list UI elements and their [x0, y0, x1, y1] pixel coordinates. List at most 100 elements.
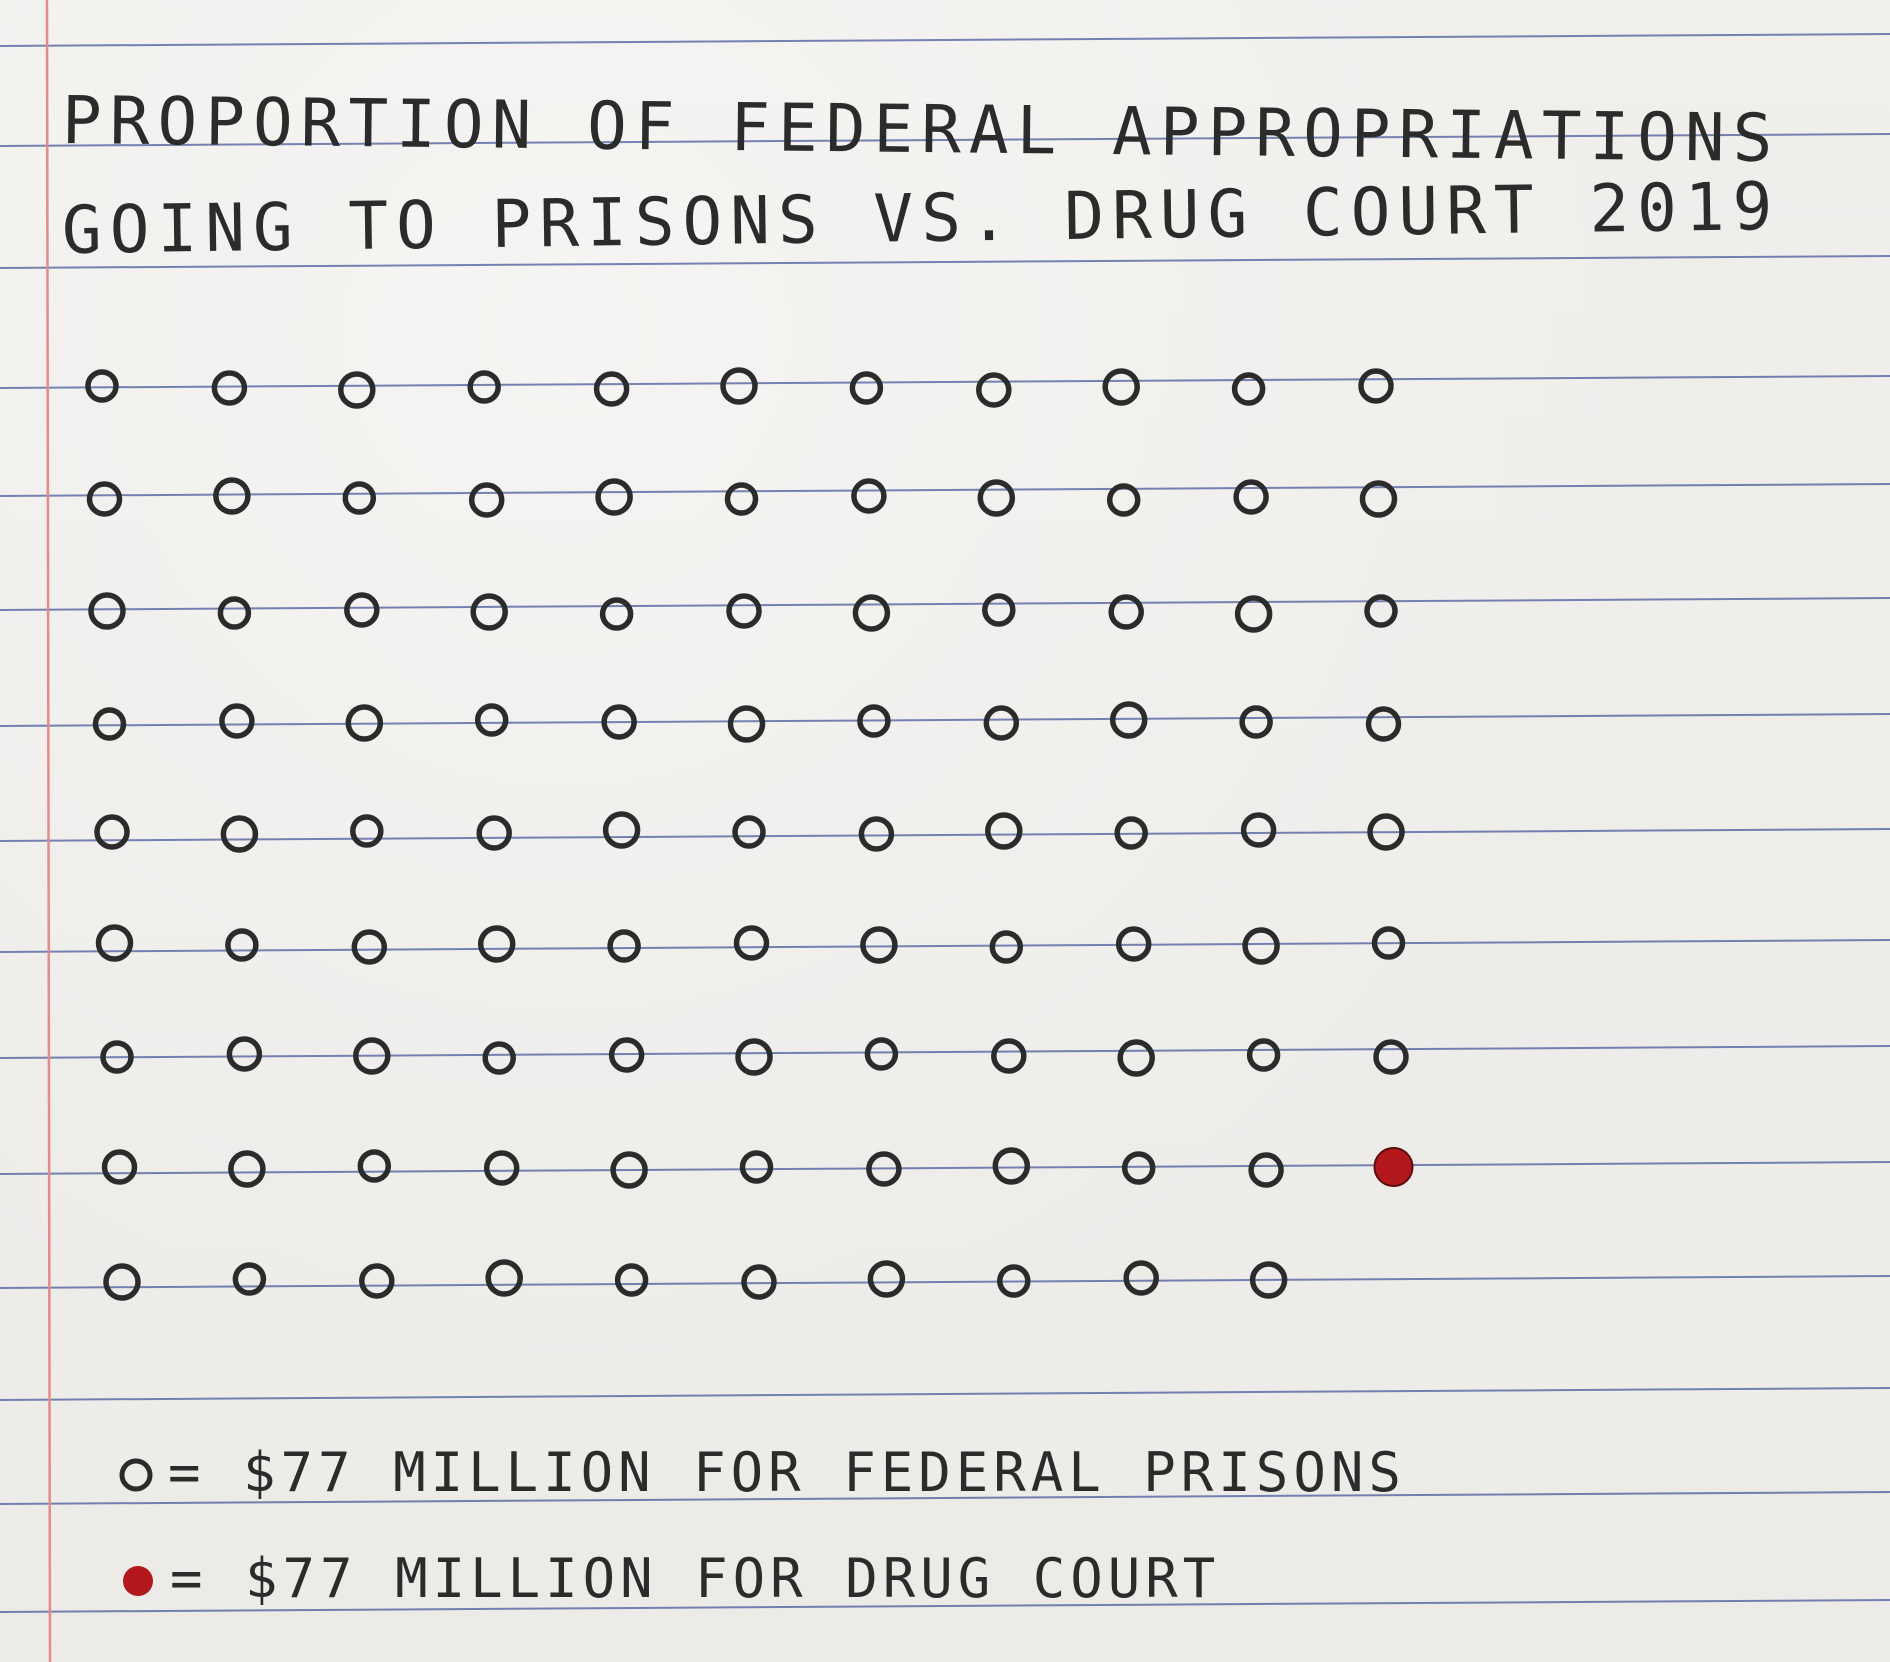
federal-prison-dot — [726, 593, 762, 629]
federal-prison-dot — [858, 816, 895, 852]
federal-prison-dot — [741, 1264, 777, 1300]
federal-prison-dot — [864, 1037, 899, 1071]
federal-prison-dot — [992, 1147, 1031, 1185]
federal-prison-dot — [1373, 1039, 1409, 1075]
federal-prison-dot — [344, 592, 380, 628]
federal-prison-dot — [1109, 701, 1148, 739]
federal-prison-dot — [1102, 368, 1140, 406]
federal-prison-dot — [1246, 1038, 1281, 1072]
federal-prison-dot — [1364, 594, 1398, 628]
federal-prison-dot — [1115, 926, 1152, 962]
federal-prison-dot — [607, 929, 641, 963]
federal-prison-dot — [1233, 479, 1269, 515]
federal-prison-dot — [867, 1260, 906, 1298]
federal-prison-dot — [103, 1263, 141, 1301]
federal-prison-dot — [1231, 372, 1266, 406]
ruled-line — [0, 1161, 1890, 1175]
ruled-line — [0, 597, 1890, 611]
legend-open-circle-icon — [119, 1458, 153, 1492]
pictogram-grid — [85, 367, 1414, 1301]
legend-entry-drug-court: = $77 MILLION FOR DRUG COURT — [170, 1547, 1221, 1610]
federal-prison-dot — [593, 371, 630, 407]
federal-prison-dot — [232, 1262, 267, 1296]
federal-prison-dot — [101, 1149, 138, 1185]
chart-title-line-1: PROPORTION OF FEDERAL APPROPRIATIONS — [61, 82, 1781, 177]
ruled-line — [0, 375, 1890, 389]
legend-entry-federal-prisons: = $77 MILLION FOR FEDERAL PRISONS — [168, 1441, 1406, 1504]
federal-prison-dot — [477, 925, 516, 963]
margin-line — [45, 0, 52, 1662]
federal-prison-dot — [608, 1037, 645, 1073]
drug-court-dot — [1373, 1147, 1414, 1187]
federal-prison-dot — [601, 704, 637, 740]
federal-prison-dot — [474, 703, 509, 737]
federal-prison-dot — [345, 704, 384, 742]
ruled-line — [0, 1045, 1890, 1059]
ruled-line — [0, 1275, 1890, 1289]
federal-prison-dot — [1248, 1152, 1284, 1188]
federal-prison-dot — [467, 370, 501, 404]
federal-prison-dot — [735, 1038, 773, 1076]
federal-prison-dot — [92, 707, 127, 741]
ruled-line — [0, 1491, 1890, 1505]
federal-prison-dot — [733, 925, 770, 961]
ruled-line — [0, 483, 1890, 497]
federal-prison-dot — [724, 482, 759, 516]
federal-prison-dot — [359, 1263, 395, 1299]
federal-prison-dot — [1358, 368, 1394, 404]
federal-prison-dot — [1234, 595, 1273, 633]
federal-prison-dot — [720, 367, 758, 405]
federal-prison-dot — [1108, 594, 1144, 630]
federal-prison-dot — [852, 594, 891, 632]
federal-prison-dot — [476, 815, 512, 851]
ruled-line — [0, 713, 1890, 727]
federal-prison-dot — [219, 703, 255, 739]
ruled-line — [0, 828, 1890, 842]
federal-prison-dot — [739, 1150, 774, 1184]
federal-prison-dot — [595, 478, 633, 516]
federal-prison-dot — [485, 1259, 523, 1297]
federal-prison-dot — [982, 593, 1016, 627]
federal-prison-dot — [1239, 705, 1273, 739]
federal-prison-dot — [849, 371, 884, 405]
federal-prison-dot — [100, 1040, 134, 1074]
federal-prison-dot — [983, 705, 1020, 741]
federal-prison-dot — [350, 814, 384, 848]
federal-prison-dot — [220, 815, 259, 853]
federal-prison-dot — [610, 1151, 648, 1189]
federal-prison-dot — [977, 479, 1016, 517]
federal-prison-dot — [483, 1150, 520, 1186]
federal-prison-dot — [1359, 480, 1398, 518]
ruled-line — [0, 939, 1890, 953]
ruled-line — [0, 255, 1890, 269]
federal-prison-dot — [351, 929, 388, 965]
federal-prison-dot — [470, 593, 508, 631]
federal-prison-dot — [991, 1038, 1027, 1074]
ruled-lines — [0, 33, 1890, 1613]
federal-prison-dot — [1249, 1261, 1288, 1299]
federal-prison-dot — [342, 481, 377, 515]
federal-prison-dot — [857, 704, 891, 738]
ruled-line — [0, 1599, 1890, 1613]
federal-prison-dot — [985, 812, 1023, 850]
federal-prison-dot — [1365, 706, 1402, 742]
federal-prison-dot — [1106, 483, 1141, 517]
federal-prison-dot — [95, 924, 134, 962]
federal-prison-dot — [1121, 1151, 1156, 1185]
federal-prison-dot — [482, 1041, 516, 1075]
federal-prison-dot — [1240, 812, 1277, 848]
federal-prison-dot — [226, 1036, 263, 1072]
legend-filled-circle-icon — [123, 1566, 153, 1596]
federal-prison-dot — [468, 482, 505, 518]
federal-prison-dot — [976, 372, 1012, 408]
federal-prison-dot — [1242, 927, 1280, 965]
federal-prison-dot — [94, 814, 130, 850]
ruled-line — [0, 1387, 1890, 1401]
federal-prison-dot — [1371, 926, 1406, 960]
federal-prison-dot — [614, 1263, 649, 1297]
ruled-line — [0, 33, 1890, 47]
federal-prison-dot — [1367, 813, 1405, 851]
federal-prison-dot — [989, 930, 1024, 964]
